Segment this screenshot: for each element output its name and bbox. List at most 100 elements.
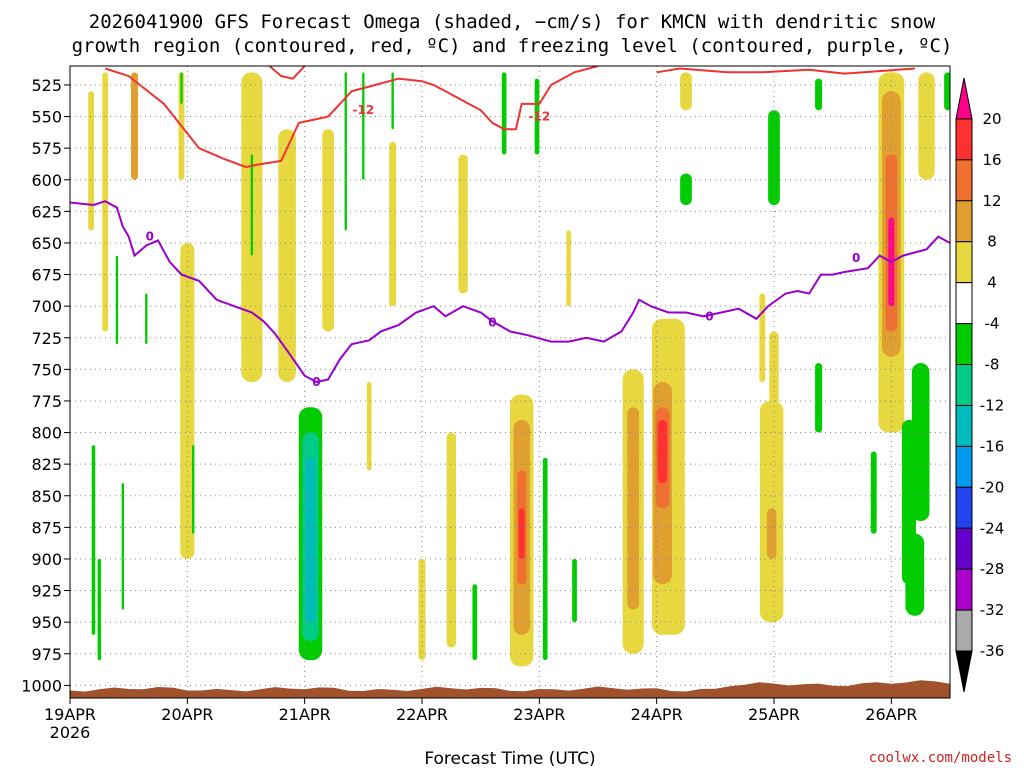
y-tick-label-8: 725 xyxy=(31,329,62,348)
colorbar-bin-4 xyxy=(955,241,973,284)
colorbar-label-13: -36 xyxy=(980,642,1005,660)
contour-label-0-1: -12 xyxy=(528,110,550,124)
contour-line-0 xyxy=(104,66,599,169)
x-tick-label-1: 20APR xyxy=(161,705,213,724)
omega-cell-43 xyxy=(97,558,102,661)
contour-line-1 xyxy=(268,66,306,80)
omega-cell-33 xyxy=(918,72,935,180)
contour-label-3-2: 0 xyxy=(488,316,496,330)
x-axis-label: Forecast Time (UTC) xyxy=(424,749,595,768)
colorbar-bin-5 xyxy=(955,282,973,325)
y-tick-label-3: 600 xyxy=(31,171,62,190)
x-tick-label-0: 19APR xyxy=(44,705,96,724)
omega-cell-7 xyxy=(322,129,334,332)
omega-cell-48 xyxy=(501,72,507,155)
colorbar-label-1: 16 xyxy=(982,151,1001,169)
x-tick-label-5: 24APR xyxy=(631,705,683,724)
omega-cell-23 xyxy=(657,419,668,484)
omega-cell-19 xyxy=(627,407,640,610)
credit-text: coolwx.com/models xyxy=(869,750,1012,766)
contour-label-3-1: 0 xyxy=(312,375,320,389)
colorbar-label-3: 8 xyxy=(987,233,997,251)
omega-cell-0 xyxy=(88,91,95,231)
omega-cell-8 xyxy=(366,382,372,471)
omega-cell-37 xyxy=(250,154,254,256)
omega-cell-54 xyxy=(768,110,780,206)
omega-cell-50 xyxy=(472,584,478,661)
omega-cell-9 xyxy=(389,141,397,307)
gridlines xyxy=(70,66,950,698)
colorbar-bin-6 xyxy=(955,323,973,366)
y-tick-label-10: 775 xyxy=(31,392,62,411)
x-tick-sublabel-0: 2026 xyxy=(50,723,91,742)
terrain-surface xyxy=(70,680,950,698)
colorbar-bin-9 xyxy=(955,445,973,488)
x-tick-label-3: 22APR xyxy=(396,705,448,724)
colorbar-label-12: -32 xyxy=(980,601,1005,619)
omega-cell-2 xyxy=(131,72,139,180)
colorbar-label-8: -16 xyxy=(980,437,1005,455)
omega-cell-24 xyxy=(680,72,692,111)
colorbar-bin-13 xyxy=(955,609,973,652)
omega-cell-44 xyxy=(91,445,96,635)
colorbar-label-7: -12 xyxy=(980,396,1005,414)
y-tick-label-19: 1000 xyxy=(21,676,62,695)
chart-title-line2: growth region (contoured, red, ºC) and f… xyxy=(72,35,953,57)
colorbar-label-5: -4 xyxy=(985,315,1000,333)
omega-shading xyxy=(88,72,950,667)
colorbar-bin-12 xyxy=(955,568,973,611)
colorbar-label-9: -20 xyxy=(980,478,1005,496)
y-tick-label-7: 700 xyxy=(31,297,62,316)
y-tick-label-5: 650 xyxy=(31,234,62,253)
omega-cell-39 xyxy=(362,72,365,180)
colorbar-bin-2 xyxy=(955,159,973,202)
y-tick-label-12: 825 xyxy=(31,455,62,474)
colorbar-bin-1 xyxy=(955,118,973,161)
omega-cell-17 xyxy=(566,230,572,307)
y-tick-label-0: 525 xyxy=(31,76,62,95)
omega-cell-53 xyxy=(680,173,692,206)
omega-cell-56 xyxy=(815,78,823,111)
colorbar-bin-14 xyxy=(955,650,973,693)
contour-line-2 xyxy=(656,67,915,75)
colorbar: 20 16 12 8 4 -4 -8 -12 -16 -20 -24 -28 -32 -36 xyxy=(955,77,1005,693)
y-tick-label-15: 900 xyxy=(31,550,62,569)
chart-title-line1: 2026041900 GFS Forecast Omega (shaded, −… xyxy=(89,11,936,33)
contour-label-3-0: 0 xyxy=(146,230,154,244)
colorbar-bin-10 xyxy=(955,486,973,529)
y-tick-label-9: 750 xyxy=(31,360,62,379)
y-tick-label-17: 950 xyxy=(31,613,62,632)
y-tick-label-1: 550 xyxy=(31,108,62,127)
colorbar-bin-7 xyxy=(955,364,973,406)
colorbar-label-0: 20 xyxy=(982,110,1001,128)
omega-cell-51 xyxy=(572,558,577,623)
x-tick-label-6: 25APR xyxy=(748,705,800,724)
x-tick-label-2: 21APR xyxy=(279,705,331,724)
omega-cell-27 xyxy=(766,508,777,559)
omega-cell-61 xyxy=(944,72,950,111)
omega-cell-34 xyxy=(115,255,119,345)
contour-label-3-4: 0 xyxy=(852,251,860,265)
y-tick-label-18: 975 xyxy=(31,645,62,664)
y-tick-label-6: 675 xyxy=(31,266,62,285)
colorbar-bin-8 xyxy=(955,404,973,447)
contours: -12 -12 0 0 0 0 0 xyxy=(70,66,950,389)
omega-cell-47 xyxy=(305,457,316,623)
omega-cell-10 xyxy=(418,558,426,661)
omega-cell-52 xyxy=(534,78,540,155)
omega-cell-36 xyxy=(180,72,183,104)
omega-cell-4 xyxy=(180,242,195,559)
omega-cell-57 xyxy=(870,451,877,534)
omega-cell-35 xyxy=(145,293,148,345)
colorbar-label-4: 4 xyxy=(987,274,997,292)
colorbar-bin-3 xyxy=(955,200,973,243)
colorbar-label-6: -8 xyxy=(985,356,1000,374)
y-tick-label-4: 625 xyxy=(31,202,62,221)
omega-cell-11 xyxy=(446,432,457,648)
y-tick-label-13: 850 xyxy=(31,487,62,506)
omega-cell-25 xyxy=(759,293,766,382)
y-axis: 525 550 575 600 625 650 675 700 725 750 775 800 825 8… xyxy=(21,76,70,695)
colorbar-bin-11 xyxy=(955,527,973,570)
omega-cell-60 xyxy=(905,533,925,616)
